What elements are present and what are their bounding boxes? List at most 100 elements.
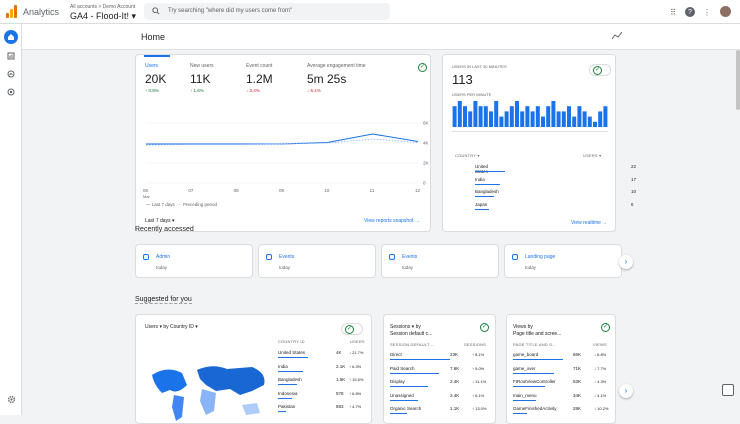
recent-tile-events[interactable]: Events today [258,244,376,278]
next-arrow-icon[interactable]: › [619,384,633,398]
kpi-engagement-time[interactable]: Average engagement time 5m 25s ↓ 6.1% [307,63,366,93]
card-dimension-selector[interactable]: Page title and scree... [513,331,562,337]
suggested-title: Suggested for you [135,296,192,304]
advertising-icon[interactable] [4,85,18,99]
row-label[interactable]: Indonesia [278,390,298,396]
row-label[interactable]: India [475,176,485,182]
row-label[interactable]: India [278,363,288,369]
more-vert-icon[interactable]: ⋮ [703,7,711,17]
row-bar [513,359,563,360]
realtime-compare-dropdown[interactable]: ✓ [589,64,611,76]
minute-bar [530,111,535,127]
row-delta: ↑ 5.0% [472,365,485,371]
row-label[interactable]: FIRootViewController [513,379,556,384]
breadcrumb[interactable]: All accounts > Demo Account [70,4,136,10]
insights-icon[interactable] [612,32,622,40]
row-value: 22 [631,164,637,169]
row-label[interactable]: Unassigned [390,392,414,398]
app-name: Analytics [23,7,60,17]
col-users: USERS [350,339,365,344]
minute-bar [489,111,493,127]
home-icon[interactable] [4,30,18,44]
row-delta: ↓ 6.8% [594,352,607,357]
scrollbar[interactable] [736,50,740,110]
col-country[interactable]: COUNTRY ▾ [455,153,480,158]
recent-tile-events-2[interactable]: Events today [381,244,499,278]
property-selector[interactable]: GA4 - Flood-It! ▾ [70,11,137,21]
row-value: 2.4K [450,379,460,384]
minute-bar [483,106,488,127]
row-label[interactable]: Bangladesh [475,189,499,194]
recent-tile-landing-page[interactable]: Landing page today [504,244,622,278]
row-label[interactable]: GameFinishedActivity [513,406,557,411]
kpi-users[interactable]: Users 20K ↑ 0.8% [145,63,167,93]
row-label[interactable]: United States [278,350,306,355]
row-bar [278,397,292,399]
row-bar [390,399,418,401]
row-label[interactable]: Organic Search [390,406,422,411]
col-country-id: COUNTRY ID [278,339,305,344]
avatar[interactable] [720,6,731,17]
next-arrow-icon[interactable]: › [619,255,633,269]
view-realtime-link[interactable]: View realtime → [571,220,608,226]
minute-bar [577,106,582,127]
reports-icon[interactable] [4,49,18,63]
series-line-1 [145,138,419,146]
minute-bar [603,106,608,127]
settings-gear-icon[interactable] [4,392,18,406]
minute-bar [567,106,571,127]
row-label[interactable]: Bangladesh [278,377,302,382]
card-dimension-selector[interactable]: Session default c... [390,331,433,337]
search-input[interactable]: Try searching "where did my users come f… [144,3,390,20]
admin-icon [143,254,149,260]
selected-kpi-indicator [144,55,170,57]
row-value: 578 [336,390,344,396]
view-reports-snapshot-link[interactable]: View reports snapshot → [364,218,420,224]
apps-grid-icon[interactable]: ⠿ [670,7,676,17]
row-value: 1.5K [336,377,346,382]
row-label[interactable]: main_menu [513,392,537,398]
row-delta: ↓ 7.7% [594,365,607,371]
minute-bar [593,121,597,127]
row-label[interactable]: Paid Search [390,365,415,371]
card-metric-selector[interactable]: Users ▾ by Country ID ▾ [145,324,198,330]
row-bar [278,384,298,385]
y-tick-label: 2K [423,161,429,166]
row-label[interactable]: game_board [513,352,539,357]
row-bar [390,359,450,360]
row-delta: ↓ 21.7% [349,350,364,355]
x-tick-label: 12 [415,188,421,193]
x-tick-label: 09 [279,188,285,193]
feedback-icon[interactable] [722,384,734,396]
minute-bar [457,101,462,127]
row-label[interactable]: Display [390,379,405,384]
row-label[interactable]: United States [475,164,489,174]
x-tick-label: 11 [370,188,375,193]
minute-bar [561,111,566,127]
help-icon[interactable]: ? [685,7,695,17]
kpi-new-users[interactable]: New users 11K ↑ 1.6% [190,63,214,93]
row-bar [475,171,505,172]
kpi-event-count[interactable]: Event count 1.2M ↓ 3.4% [246,63,273,93]
row-delta: ↑ 6.3% [349,363,362,369]
row-value: 34K [573,392,582,398]
row-label[interactable]: Pakistan [278,404,296,409]
col-users[interactable]: USERS ▾ [583,153,602,158]
row-label[interactable]: Japan [475,201,488,207]
row-label[interactable]: Direct [390,352,402,357]
compare-dropdown[interactable]: ✓ [341,323,363,335]
left-nav [0,24,22,415]
row-value: 71K [573,365,582,371]
recently-accessed-title: Recently accessed [135,226,194,233]
row-value: 53K [573,379,582,384]
overview-line-chart: 6K 4K 2K 0 06 07 08 09 10 11 12 Mar [143,121,429,200]
explore-icon[interactable] [4,67,18,81]
row-bar [513,413,527,414]
row-label[interactable]: game_over [513,365,536,371]
row-value: 2.1K [336,363,346,369]
date-range-selector[interactable]: Last 7 days ▾ [145,218,175,224]
x-month-label: Mar [143,194,151,199]
legend-current: — Last 7 days ··· Preceding period [146,202,218,207]
card-metric-selector[interactable]: Sessions ▾ by [390,324,421,330]
recent-tile-admin[interactable]: Admin today [135,244,253,278]
